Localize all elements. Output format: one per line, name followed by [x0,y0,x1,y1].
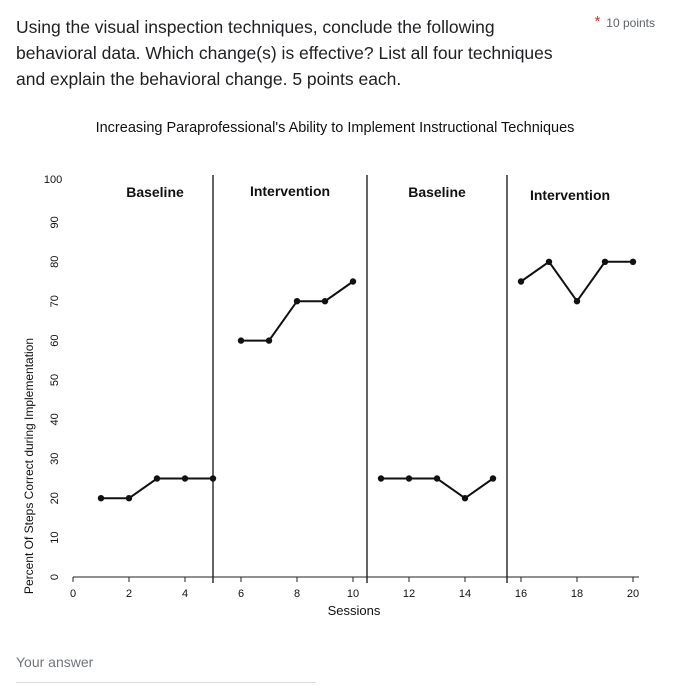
data-point [489,475,497,482]
data-point [321,298,329,305]
points-label: 10 points [606,16,655,30]
data-point [517,278,525,285]
x-tick-label: 18 [571,588,583,600]
answer-field[interactable]: Your answer [16,652,316,683]
y-tick-label: 0 [49,574,61,580]
x-tick-label: 2 [126,588,132,600]
data-point [433,475,441,482]
x-tick-label: 10 [347,588,359,600]
data-point [405,475,413,482]
x-tick-label: 8 [294,588,300,600]
series-line [520,260,633,303]
data-point [601,258,609,265]
y-tick-label: 20 [49,492,61,504]
data-point [545,258,553,265]
data-point [377,475,385,482]
phase-label: Baseline [408,184,466,200]
x-tick-label: 14 [459,588,471,600]
y-tick-label: 100 [44,174,62,186]
data-point [573,298,581,305]
x-tick-label: 16 [515,588,527,600]
phase-label: Intervention [530,187,610,203]
y-tick-label: 30 [49,453,61,465]
series-line [241,280,354,342]
data-point [237,337,245,344]
x-tick-label: 12 [403,588,415,600]
data-point [349,278,357,285]
data-point [629,258,637,265]
x-tick-label: 6 [238,588,244,600]
y-tick-label: 60 [49,334,61,346]
points-indicator: * 10 points [594,13,655,30]
required-asterisk: * [594,13,601,30]
x-axis-label: Sessions [328,603,381,618]
data-point [461,495,469,502]
y-axis-label: Percent Of Steps Correct during Implemen… [22,338,36,594]
line-chart: Increasing Paraprofessional's Ability to… [22,120,639,618]
y-tick-label: 50 [49,374,61,386]
x-tick-label: 4 [182,588,188,600]
y-tick-label: 40 [49,413,61,425]
y-tick-label: 70 [49,295,61,307]
plot-area: 0 2 4 6 8 10 12 14 16 18 20 0 10 20 30 40 50 60 70 80 90 100 B… [44,174,639,600]
y-tick-label: 90 [49,216,61,228]
question-title: Using the visual inspection techniques, … [16,17,553,89]
data-point [209,475,217,482]
data-point [125,495,133,502]
x-tick-label: 20 [627,588,639,600]
answer-placeholder: Your answer [16,654,94,670]
data-point [293,298,301,305]
y-tick-label: 80 [49,256,61,268]
chart-title: Increasing Paraprofessional's Ability to… [96,120,575,136]
data-point [181,475,189,482]
data-point [265,337,273,344]
y-tick-label: 10 [49,531,61,543]
chart-image: Increasing Paraprofessional's Ability to… [0,110,675,630]
question-text: Using the visual inspection techniques, … [16,14,576,92]
data-point [97,495,105,502]
phase-label: Intervention [250,183,330,199]
x-tick-label: 0 [70,588,76,600]
data-point [153,475,161,482]
phase-label: Baseline [126,184,184,200]
